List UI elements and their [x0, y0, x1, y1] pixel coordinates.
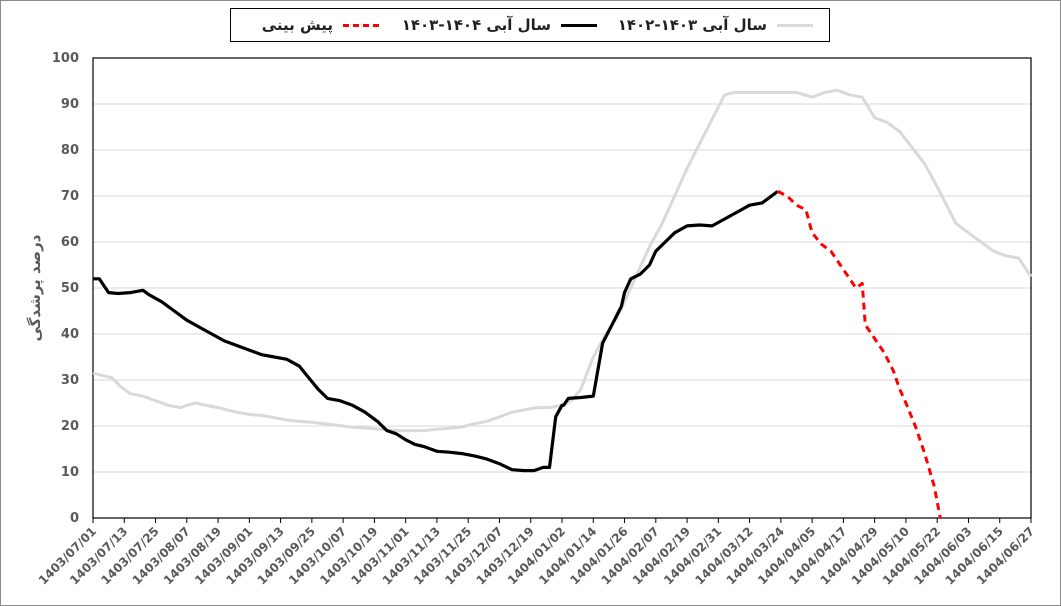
gridlines	[93, 103, 1031, 473]
x-axis: 1403/07/011403/07/131403/07/251403/08/07…	[36, 518, 1037, 588]
y-tick-label: 20	[61, 419, 79, 434]
legend-item-1402-1403: سال آبی ۱۴۰۳-۱۴۰۲	[618, 9, 813, 41]
y-tick-label: 60	[61, 235, 79, 250]
legend-item-forecast: پیش بینی	[262, 9, 379, 41]
y-tick-label: 40	[61, 327, 79, 342]
y-tick-label: 80	[61, 143, 79, 158]
y-tick-label: 100	[52, 51, 79, 66]
legend-swatch-gray	[777, 23, 813, 27]
chart-legend: سال آبی ۱۴۰۳-۱۴۰۲ سال آبی ۱۴۰۴-۱۴۰۳ پیش …	[230, 8, 830, 42]
series-group	[92, 88, 1033, 519]
y-tick-label: 70	[61, 189, 79, 204]
legend-label: سال آبی ۱۴۰۴-۱۴۰۳	[401, 16, 551, 34]
y-tick-label: 10	[61, 465, 79, 480]
y-axis-label: درصد پرشدگی	[26, 234, 45, 341]
legend-label: پیش بینی	[261, 16, 333, 34]
legend-item-1403-1404: سال آبی ۱۴۰۴-۱۴۰۳	[402, 9, 597, 41]
y-axis: 0 10 20 30 40 50 60 70 80 90 100	[52, 51, 79, 526]
y-tick-label: 0	[70, 511, 79, 526]
series-line-2	[93, 190, 779, 473]
series-line-3	[777, 190, 942, 519]
y-tick-label: 90	[61, 97, 79, 112]
y-tick-label: 50	[61, 281, 79, 296]
legend-swatch-red	[343, 23, 379, 27]
y-tick-label: 30	[61, 373, 79, 388]
legend-label: سال آبی ۱۴۰۳-۱۴۰۲	[617, 16, 767, 34]
series-line-1	[92, 88, 1033, 433]
legend-swatch-black	[561, 23, 597, 27]
